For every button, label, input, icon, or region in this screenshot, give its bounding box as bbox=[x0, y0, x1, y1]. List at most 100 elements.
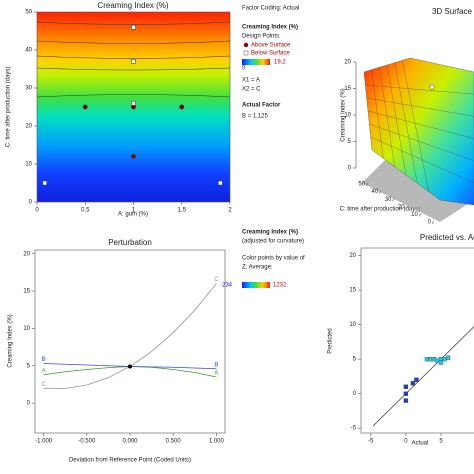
legend-text: Design Points: bbox=[242, 34, 281, 40]
x-tick-label: 1 bbox=[132, 208, 136, 214]
point bbox=[410, 381, 416, 386]
y-tick-label: 10 bbox=[349, 322, 356, 328]
y-axis-label: C: time after production (days) bbox=[340, 207, 421, 213]
contour-line bbox=[37, 94, 230, 98]
chart-title: Predicted vs. Actual bbox=[420, 233, 474, 242]
x-axis-label: Actual bbox=[412, 441, 429, 447]
legend-text: B = 1.125 bbox=[242, 114, 269, 120]
x-axis-label: A: gum (%) bbox=[118, 212, 148, 218]
x-tick-label: 0.500 bbox=[166, 439, 182, 445]
surface-mesh bbox=[365, 84, 474, 95]
surface-mesh bbox=[402, 60, 429, 192]
y-tick-label: 0 bbox=[428, 220, 432, 226]
contour-line bbox=[37, 67, 230, 71]
y-tick bbox=[365, 182, 369, 187]
chart-title: Perturbation bbox=[108, 238, 152, 247]
series-label: B bbox=[214, 362, 218, 368]
point bbox=[403, 384, 409, 389]
diagonal bbox=[372, 326, 474, 427]
design-point bbox=[131, 104, 136, 110]
legend-marker bbox=[243, 42, 249, 48]
y-tick bbox=[392, 198, 395, 202]
point bbox=[403, 398, 409, 403]
design-point bbox=[42, 180, 47, 186]
y-axis-label: Predicted bbox=[328, 328, 334, 353]
y-tick-label: 50 bbox=[25, 10, 32, 16]
x-tick-label: 5 bbox=[439, 439, 443, 445]
design-point bbox=[82, 104, 88, 110]
y-tick bbox=[378, 190, 382, 194]
x-tick-label: 0.000 bbox=[122, 439, 138, 445]
y-tick-label: 20 bbox=[23, 251, 30, 257]
y-axis-label: Creaming Index (%) bbox=[8, 314, 14, 367]
point bbox=[438, 360, 444, 365]
z-tick-label: 5 bbox=[348, 139, 352, 145]
point bbox=[403, 391, 409, 396]
colorbar bbox=[242, 59, 270, 65]
y-tick bbox=[418, 213, 422, 217]
legend-label: Above Surface bbox=[251, 43, 291, 49]
legend-title: Creaming Index (%) bbox=[242, 230, 298, 236]
x-tick-label: 1.5 bbox=[178, 208, 187, 214]
z-tick-label: 0 bbox=[348, 166, 352, 172]
y-tick-label: 50 bbox=[358, 182, 365, 188]
colorbar-max: 1232 bbox=[273, 283, 287, 289]
colorbar-min: 234 bbox=[222, 283, 233, 289]
colorbar bbox=[242, 282, 270, 288]
series-label: B bbox=[42, 357, 46, 363]
surface bbox=[363, 57, 474, 206]
y-tick-label: 10 bbox=[411, 212, 418, 218]
series-line bbox=[43, 283, 217, 389]
x-tick-label: 0 bbox=[404, 439, 408, 445]
y-tick-label: 0 bbox=[353, 391, 357, 397]
point bbox=[414, 377, 419, 382]
legend-marker bbox=[243, 50, 249, 56]
x-tick-label: 0 bbox=[35, 208, 39, 214]
legend-title: Actual Factor bbox=[242, 103, 281, 109]
design-point bbox=[131, 153, 136, 159]
y-tick-label: 0 bbox=[27, 401, 31, 407]
design-point bbox=[179, 104, 185, 110]
y-tick-label: 5 bbox=[27, 363, 31, 369]
y-axis-label: C: time after production (days) bbox=[6, 67, 12, 148]
z-tick-label: 20 bbox=[344, 60, 351, 66]
design-point bbox=[218, 180, 223, 186]
y-tick-label: 10 bbox=[23, 326, 30, 332]
y-tick-label: 15 bbox=[349, 288, 356, 294]
surface-mesh bbox=[366, 97, 474, 117]
point bbox=[445, 355, 451, 360]
z-tick-label: 10 bbox=[344, 113, 351, 119]
design-point bbox=[429, 84, 435, 90]
design-point bbox=[131, 100, 136, 106]
plot-frame bbox=[34, 249, 226, 434]
legend-text: Factor Coding: Actual bbox=[242, 6, 299, 12]
y-tick-label: 40 bbox=[25, 48, 32, 54]
series-label: A bbox=[42, 368, 46, 374]
surface-mesh bbox=[386, 64, 407, 176]
legend-text: (adjusted for curvature) bbox=[242, 239, 304, 245]
surface-mesh bbox=[394, 62, 418, 184]
legend-text: Color points by value of bbox=[242, 256, 305, 262]
design-point bbox=[131, 24, 136, 30]
z-tick-label: 15 bbox=[344, 86, 351, 92]
reference-point bbox=[128, 364, 132, 369]
y-tick-label: 20 bbox=[25, 124, 32, 130]
y-tick-label: 20 bbox=[349, 253, 356, 259]
z-axis-label: Creaming Index (%) bbox=[341, 88, 347, 141]
x-tick-label: 0.5 bbox=[81, 208, 90, 214]
y-tick-label: 40 bbox=[372, 189, 379, 195]
plot-frame bbox=[360, 247, 474, 434]
x-tick-label: -5 bbox=[368, 439, 374, 445]
surface-mesh bbox=[379, 67, 395, 167]
design-point bbox=[131, 59, 136, 64]
y-tick-label: 15 bbox=[23, 289, 30, 295]
surface-mesh bbox=[369, 123, 474, 161]
legend-label: Below Surface bbox=[251, 51, 290, 57]
contour-line bbox=[37, 21, 230, 25]
legend-text: X1 = A bbox=[242, 78, 260, 84]
y-tick-label: 20 bbox=[398, 204, 405, 210]
surface-mesh bbox=[370, 136, 474, 183]
colorbar-max: 19.2 bbox=[274, 60, 286, 66]
chart-title: Creaming Index (%) bbox=[97, 1, 168, 10]
